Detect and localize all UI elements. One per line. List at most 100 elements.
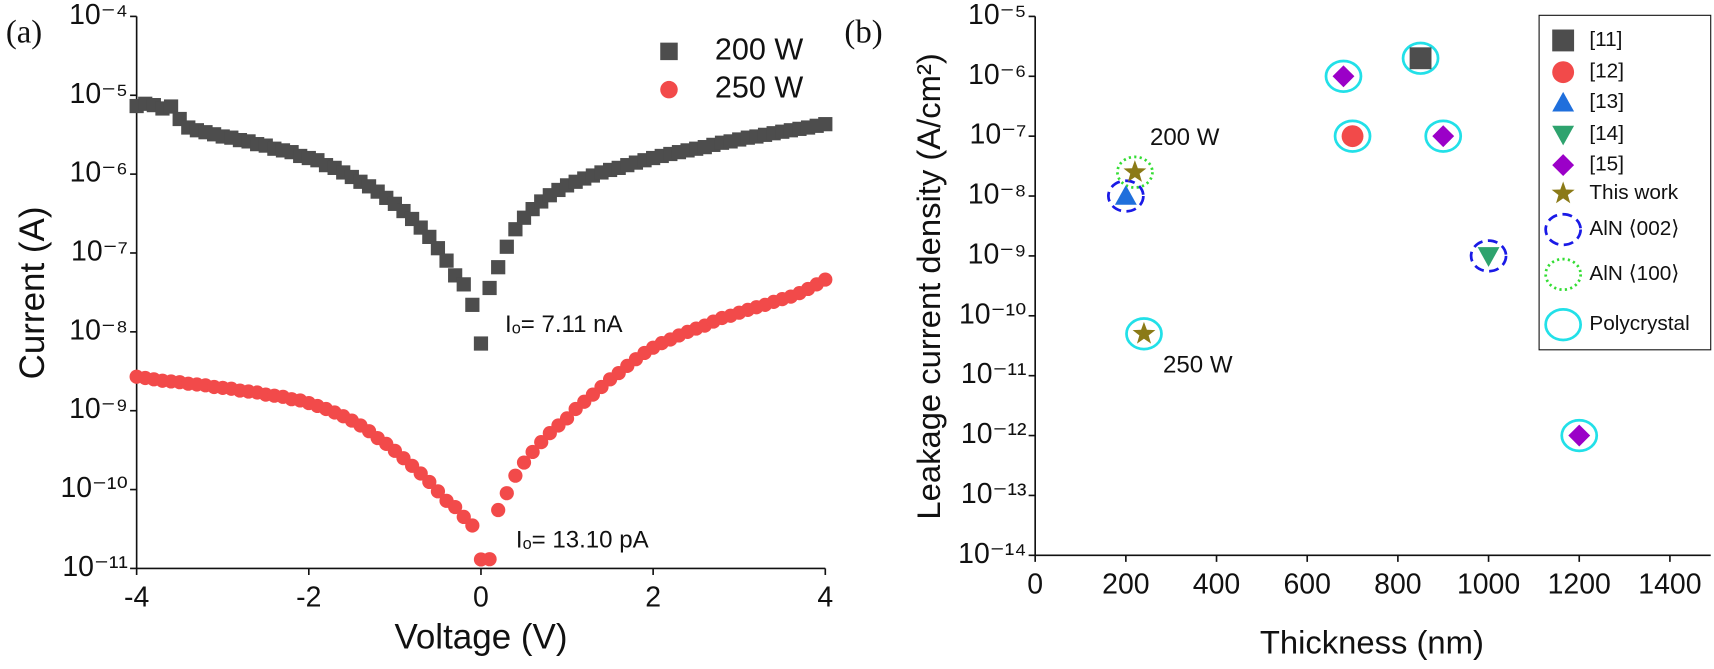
marker-circle bbox=[818, 272, 833, 287]
marker-circle bbox=[1341, 125, 1364, 148]
marker-square bbox=[163, 99, 179, 114]
y-tick-label: 10⁻⁶ bbox=[70, 157, 128, 189]
marker-circle bbox=[465, 518, 480, 533]
y-tick-label: 10⁻⁴ bbox=[69, 0, 128, 31]
marker-ring bbox=[1333, 119, 1372, 153]
marker-square bbox=[430, 241, 446, 256]
x-axis-title: Voltage (V) bbox=[394, 618, 567, 657]
y-tick-label: 10⁻⁵ bbox=[968, 0, 1026, 31]
y-tick-label: 10⁻¹³ bbox=[961, 478, 1027, 510]
legend-label: [14] bbox=[1589, 122, 1624, 145]
marker-ring bbox=[1324, 59, 1363, 93]
marker-circle bbox=[491, 502, 506, 518]
y-tick-label: 10⁻⁸ bbox=[968, 179, 1027, 211]
x-tick-label: 400 bbox=[1193, 568, 1240, 600]
marker-ring bbox=[1106, 179, 1145, 213]
annotation: Iₒ= 7.11 nA bbox=[505, 311, 623, 338]
marker-square bbox=[422, 229, 437, 244]
marker-circle bbox=[482, 552, 497, 567]
x-tick-label: 0 bbox=[473, 582, 489, 614]
marker-circle bbox=[448, 499, 463, 515]
marker-ring bbox=[1125, 317, 1163, 351]
marker-circle bbox=[516, 455, 532, 470]
legend-label: [13] bbox=[1589, 90, 1624, 113]
marker-triangle bbox=[1114, 185, 1137, 205]
legend-marker bbox=[660, 80, 678, 99]
marker-diamond bbox=[1432, 125, 1455, 148]
marker-triangle-down bbox=[1477, 247, 1500, 267]
legend-label: [12] bbox=[1589, 60, 1624, 83]
x-tick-label: 200 bbox=[1102, 568, 1149, 600]
y-tick-label: 10⁻¹⁰ bbox=[60, 472, 127, 504]
legend-marker bbox=[1544, 257, 1583, 292]
panel-label: (b) bbox=[844, 15, 882, 51]
marker-square bbox=[439, 253, 454, 268]
legend-marker bbox=[1552, 61, 1575, 84]
marker-square bbox=[473, 336, 489, 351]
marker-circle bbox=[508, 468, 523, 483]
y-tick-label: 10⁻⁵ bbox=[70, 78, 128, 110]
x-tick-label: 0 bbox=[1027, 568, 1043, 600]
marker-square bbox=[499, 239, 514, 254]
marker-circle bbox=[499, 486, 514, 501]
x-tick-label: 1200 bbox=[1548, 568, 1611, 600]
y-tick-label: 10⁻⁶ bbox=[968, 59, 1026, 91]
y-tick-label: 10⁻⁹ bbox=[69, 393, 128, 425]
marker-square bbox=[818, 117, 833, 132]
marker-square bbox=[482, 280, 497, 296]
x-tick-label: 4 bbox=[817, 582, 833, 614]
marker-square bbox=[456, 277, 471, 292]
legend-marker bbox=[1544, 307, 1583, 342]
legend-label: This work bbox=[1589, 181, 1678, 204]
legend-marker bbox=[1552, 154, 1575, 176]
marker-ring bbox=[1469, 239, 1508, 273]
legend-marker bbox=[1552, 29, 1575, 52]
marker-circle bbox=[422, 474, 437, 490]
legend-label: [15] bbox=[1589, 153, 1624, 176]
x-axis-title: Thickness (nm) bbox=[1260, 624, 1484, 661]
marker-circle bbox=[525, 444, 540, 460]
marker-circle bbox=[456, 509, 471, 525]
annotation: 250 W bbox=[1163, 352, 1233, 379]
marker-ring bbox=[1116, 155, 1154, 189]
marker-square bbox=[465, 297, 480, 312]
marker-circle bbox=[534, 434, 549, 450]
marker-ring bbox=[1424, 119, 1463, 153]
x-tick-label: 600 bbox=[1284, 568, 1331, 600]
y-axis-title: Leakage current density (A/cm²) bbox=[910, 53, 947, 519]
y-tick-label: 10⁻⁷ bbox=[970, 119, 1027, 151]
y-axis-title: Current (A) bbox=[13, 206, 52, 379]
legend-label: [11] bbox=[1589, 28, 1622, 51]
annotation: 200 W bbox=[1150, 124, 1220, 151]
marker-ring bbox=[1560, 418, 1599, 453]
legend-marker bbox=[1552, 91, 1575, 112]
y-tick-label: 10⁻¹¹ bbox=[961, 358, 1027, 390]
y-tick-label: 10⁻¹⁴ bbox=[958, 538, 1026, 570]
legend-marker bbox=[1551, 181, 1575, 204]
x-tick-label: 800 bbox=[1374, 568, 1421, 600]
y-tick-label: 10⁻¹¹ bbox=[62, 551, 128, 583]
marker-circle bbox=[430, 484, 446, 499]
marker-diamond bbox=[1568, 424, 1591, 447]
legend-label: 200 W bbox=[715, 32, 804, 66]
x-tick-label: 2 bbox=[645, 582, 661, 614]
y-tick-label: 10⁻⁸ bbox=[69, 314, 128, 346]
y-tick-label: 10⁻⁹ bbox=[968, 238, 1027, 270]
legend-marker bbox=[1552, 125, 1575, 146]
legend-label: AlN ⟨002⟩ bbox=[1589, 217, 1679, 240]
x-tick-label: 1000 bbox=[1457, 568, 1520, 600]
legend-marker bbox=[660, 42, 678, 61]
x-tick-label: -2 bbox=[296, 582, 321, 614]
legend-box bbox=[1538, 14, 1712, 351]
legend-label: 250 W bbox=[715, 71, 804, 105]
marker-square bbox=[508, 222, 523, 237]
marker-diamond bbox=[1332, 65, 1355, 88]
y-tick-label: 10⁻⁷ bbox=[71, 235, 128, 267]
x-tick-label: -4 bbox=[124, 582, 149, 614]
annotation: Iₒ= 13.10 pA bbox=[516, 526, 649, 553]
marker-ring bbox=[1401, 41, 1440, 75]
y-tick-label: 10⁻¹⁰ bbox=[959, 298, 1026, 330]
marker-star bbox=[1132, 321, 1156, 344]
marker-star bbox=[1123, 160, 1147, 182]
